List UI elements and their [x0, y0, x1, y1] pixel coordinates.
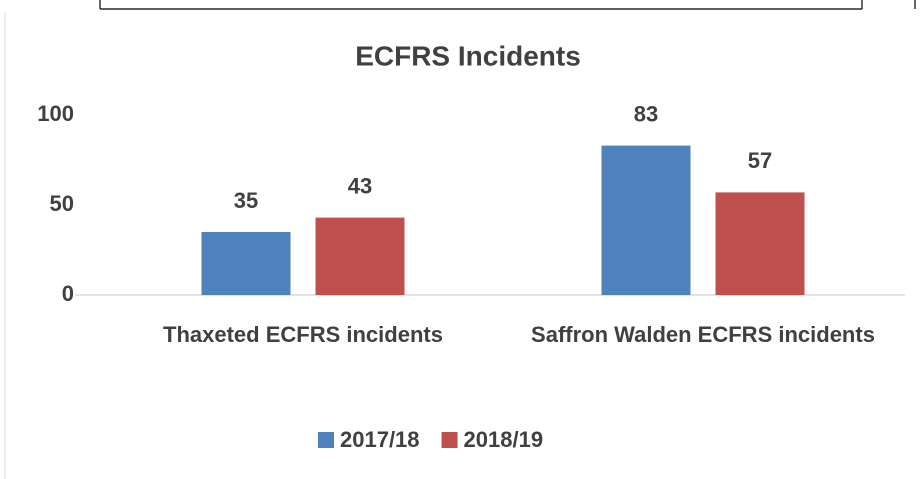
bar [601, 145, 691, 295]
legend-label: 2018/19 [464, 427, 544, 452]
chart-title: ECFRS Incidents [355, 40, 581, 71]
bar [715, 192, 805, 295]
y-tick-label: 50 [50, 191, 74, 216]
x-tick-label: Saffron Walden ECFRS incidents [531, 322, 875, 347]
legend-label: 2017/18 [340, 427, 420, 452]
x-tick-label: Thaxeted ECFRS incidents [163, 322, 443, 347]
data-label: 57 [748, 148, 772, 173]
bar [201, 232, 291, 295]
legend-swatch [318, 432, 334, 448]
data-label: 35 [234, 188, 258, 213]
bar [315, 217, 405, 295]
data-label: 83 [634, 101, 658, 126]
data-label: 43 [348, 173, 372, 198]
legend-swatch [441, 432, 458, 448]
y-tick-label: 0 [62, 281, 74, 306]
y-tick-label: 100 [37, 101, 74, 126]
